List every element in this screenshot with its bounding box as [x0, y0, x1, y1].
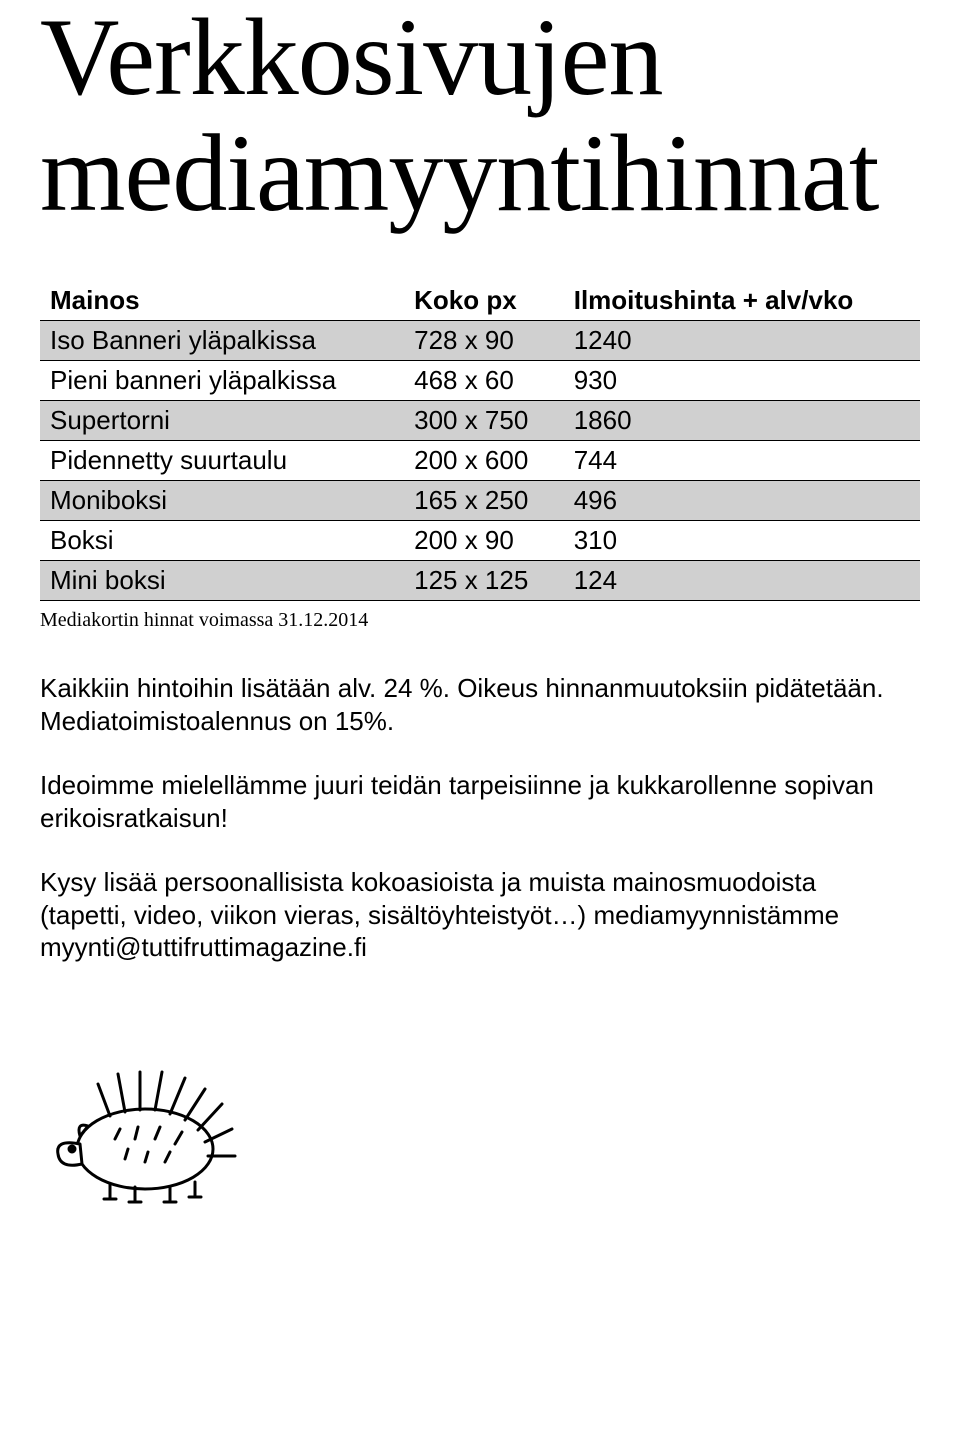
table-row: Mini boksi125 x 125124 [40, 561, 920, 601]
table-cell: 744 [564, 441, 920, 481]
table-cell: 1240 [564, 321, 920, 361]
table-row: Pieni banneri yläpalkissa468 x 60930 [40, 361, 920, 401]
table-cell: 124 [564, 561, 920, 601]
paragraph-1: Kaikkiin hintoihin lisätään alv. 24 %. O… [40, 672, 890, 737]
table-cell: Moniboksi [40, 481, 404, 521]
table-cell: 300 x 750 [404, 401, 564, 441]
paragraph-2: Ideoimme mielellämme juuri teidän tarpei… [40, 769, 890, 834]
table-cell: 468 x 60 [404, 361, 564, 401]
table-cell: 930 [564, 361, 920, 401]
table-cell: 728 x 90 [404, 321, 564, 361]
table-cell: 165 x 250 [404, 481, 564, 521]
paragraph-3: Kysy lisää persoonallisista kokoasioista… [40, 866, 890, 964]
porcupine-icon [40, 1044, 240, 1204]
table-cell: Pieni banneri yläpalkissa [40, 361, 404, 401]
title-line-2: mediamyyntihinnat [40, 112, 878, 234]
table-cell: Iso Banneri yläpalkissa [40, 321, 404, 361]
table-cell: 310 [564, 521, 920, 561]
table-cell: 1860 [564, 401, 920, 441]
table-header-row: Mainos Koko px Ilmoitushinta + alv/vko [40, 281, 920, 321]
table-caption: Mediakortin hinnat voimassa 31.12.2014 [40, 609, 920, 632]
col-header-koko: Koko px [404, 281, 564, 321]
table-row: Iso Banneri yläpalkissa728 x 901240 [40, 321, 920, 361]
table-cell: 496 [564, 481, 920, 521]
table-cell: Pidennetty suurtaulu [40, 441, 404, 481]
page-title: Verkkosivujen mediamyyntihinnat [40, 0, 920, 231]
table-cell: Mini boksi [40, 561, 404, 601]
table-row: Moniboksi165 x 250496 [40, 481, 920, 521]
table-row: Pidennetty suurtaulu200 x 600744 [40, 441, 920, 481]
table-row: Boksi200 x 90310 [40, 521, 920, 561]
pricing-table: Mainos Koko px Ilmoitushinta + alv/vko I… [40, 281, 920, 601]
table-cell: 200 x 600 [404, 441, 564, 481]
col-header-mainos: Mainos [40, 281, 404, 321]
table-cell: 125 x 125 [404, 561, 564, 601]
table-cell: Boksi [40, 521, 404, 561]
table-cell: Supertorni [40, 401, 404, 441]
table-cell: 200 x 90 [404, 521, 564, 561]
table-row: Supertorni300 x 7501860 [40, 401, 920, 441]
title-line-1: Verkkosivujen [40, 0, 662, 118]
porcupine-illustration [40, 1044, 920, 1209]
col-header-hinta: Ilmoitushinta + alv/vko [564, 281, 920, 321]
